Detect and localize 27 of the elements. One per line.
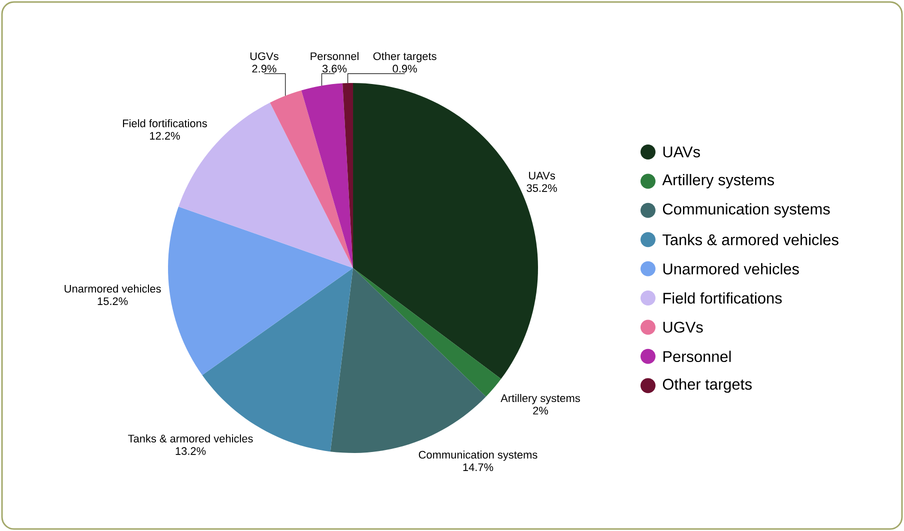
data-label: 0.9% — [392, 64, 417, 73]
legend-label: Unarmored vehicles — [663, 263, 799, 274]
legend-label: Field fortifications — [663, 292, 782, 304]
data-label: 15.2% — [98, 297, 128, 306]
slice-label: Field fortifications — [123, 119, 207, 128]
data-label: 35.2% — [526, 184, 557, 192]
data-label: 13.2% — [176, 447, 206, 455]
data-label: 14.7% — [463, 463, 494, 472]
legend-label: Other targets — [662, 378, 752, 393]
data-label: 12.2% — [150, 132, 180, 140]
legend-label: Personnel — [663, 350, 731, 362]
legend-label: UGVs — [663, 322, 703, 333]
slice-label: Tanks & armored vehicles — [128, 434, 253, 442]
legend-label: UAVs — [663, 146, 700, 158]
slice-label: UAVs — [529, 172, 556, 180]
slice-label: Other targets — [373, 52, 436, 62]
data-label: 2% — [533, 406, 548, 414]
legend-label: Communication systems — [662, 203, 830, 218]
slice-label: Communication systems — [418, 450, 538, 461]
slice-label: UGVs — [250, 52, 278, 60]
slice-label: Personnel — [310, 52, 358, 60]
legend-label: Tanks & armored vehicles — [662, 234, 838, 246]
legend-label: Artillery systems — [662, 174, 774, 188]
slice-label: Artillery systems — [500, 394, 580, 404]
data-label: 2.9% — [252, 64, 276, 73]
slice-label: Unarmored vehicles — [64, 284, 161, 293]
data-label: 3.6% — [322, 64, 347, 73]
